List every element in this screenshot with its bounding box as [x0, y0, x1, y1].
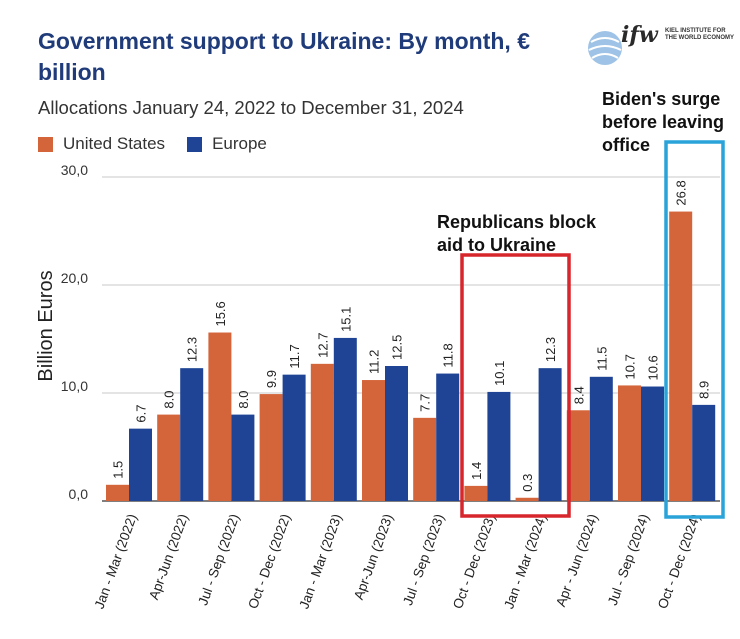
chart-subtitle: Allocations January 24, 2022 to December…: [38, 97, 464, 118]
data-label: 11.8: [441, 343, 456, 367]
data-label: 1.4: [469, 462, 484, 480]
data-label: 7.7: [418, 394, 433, 412]
data-label: 8.9: [697, 381, 712, 399]
data-label: 8.4: [571, 386, 586, 404]
x-tick-label: Oct - Dec (2024): [655, 512, 703, 611]
data-label: 8.0: [162, 391, 177, 409]
data-label: 11.2: [367, 350, 382, 374]
data-label: 15.6: [213, 301, 228, 326]
annotation-biden: Biden's surge before leaving office: [602, 89, 725, 155]
bar-us: [259, 394, 283, 501]
data-label: 0.3: [520, 474, 535, 492]
legend: United States Europe: [38, 134, 289, 154]
y-tick-label: 10,0: [61, 378, 88, 394]
logo-wordmark: ifw: [621, 22, 658, 48]
bar-us: [413, 417, 437, 501]
x-tick-label: Apr - Jun (2024): [553, 512, 600, 609]
chart-title: Government support to Ukraine: By month,…: [38, 28, 530, 85]
x-tick-label: Oct - Dec (2023): [450, 512, 498, 611]
bar-europe: [282, 374, 306, 501]
data-label: 11.7: [287, 344, 302, 368]
data-label: 10.1: [492, 361, 507, 386]
data-label: 12.3: [543, 337, 558, 362]
bar-us: [362, 380, 385, 501]
x-tick-label: Apr-Jun (2023): [351, 512, 396, 602]
bar-europe: [487, 391, 511, 501]
ifw-logo: ifw KIEL INSTITUTE FOR THE WORLD ECONOMY: [585, 20, 735, 76]
legend-label-europe: Europe: [212, 134, 267, 153]
bar-us: [106, 484, 129, 501]
bar-us: [618, 385, 641, 501]
bar-europe: [129, 428, 152, 501]
x-tick-label: Jan - Mar (2023): [296, 512, 344, 611]
bar-europe: [333, 337, 357, 501]
bar-us: [669, 211, 693, 501]
globe-icon: [588, 31, 622, 65]
x-tick-label: Jul - Sep (2024): [605, 512, 652, 607]
bar-us: [310, 363, 334, 501]
bar-europe: [692, 404, 716, 501]
y-tick-label: 30,0: [61, 162, 88, 178]
bar-europe: [538, 368, 562, 501]
x-tick-label: Jul - Sep (2022): [195, 512, 242, 607]
republicans-highlight-box: [460, 253, 571, 518]
x-tick-label: Oct - Dec (2022): [245, 512, 293, 611]
data-label: 9.9: [264, 370, 279, 388]
data-label: 10.7: [623, 354, 638, 379]
data-label: 10.6: [646, 355, 661, 380]
bar-europe: [436, 373, 460, 501]
legend-label-us: United States: [63, 134, 166, 153]
bar-europe: [641, 386, 664, 501]
data-label: 12.5: [390, 335, 405, 360]
bar-us: [515, 497, 539, 501]
legend-swatch-us: [38, 136, 53, 152]
bar-europe: [180, 368, 204, 501]
legend-item-europe: Europe: [187, 134, 267, 154]
bar-europe: [589, 376, 613, 501]
y-tick-label: 0,0: [69, 486, 89, 502]
x-tick-label: Jan - Mar (2024): [501, 512, 549, 611]
data-label: 11.5: [594, 346, 609, 370]
y-axis-label: Billion Euros: [35, 270, 57, 381]
y-tick-label: 20,0: [61, 270, 88, 286]
bar-us: [208, 332, 232, 501]
bar-us: [157, 414, 181, 501]
bar-europe: [231, 414, 255, 501]
biden-highlight-box: [664, 140, 725, 519]
annotation-republicans: Republicans block aid to Ukraine: [437, 212, 597, 255]
logo-subtitle: KIEL INSTITUTE FOR THE WORLD ECONOMY: [665, 28, 734, 41]
data-label: 15.1: [338, 307, 353, 332]
bar-us: [464, 485, 488, 501]
bar-us: [566, 410, 590, 501]
data-label: 12.3: [185, 337, 200, 362]
data-label: 1.5: [111, 461, 126, 479]
bar-europe: [385, 366, 408, 501]
x-tick-label: Jan - Mar (2022): [92, 512, 140, 611]
data-label: 26.8: [674, 180, 689, 205]
x-tick-label: Apr-Jun (2022): [146, 512, 191, 602]
legend-swatch-europe: [187, 136, 203, 152]
data-label: 8.0: [236, 391, 251, 409]
data-label: 12.7: [315, 333, 330, 358]
legend-item-us: United States: [38, 134, 165, 154]
x-tick-label: Jul - Sep (2023): [400, 512, 447, 607]
data-label: 6.7: [134, 405, 149, 423]
